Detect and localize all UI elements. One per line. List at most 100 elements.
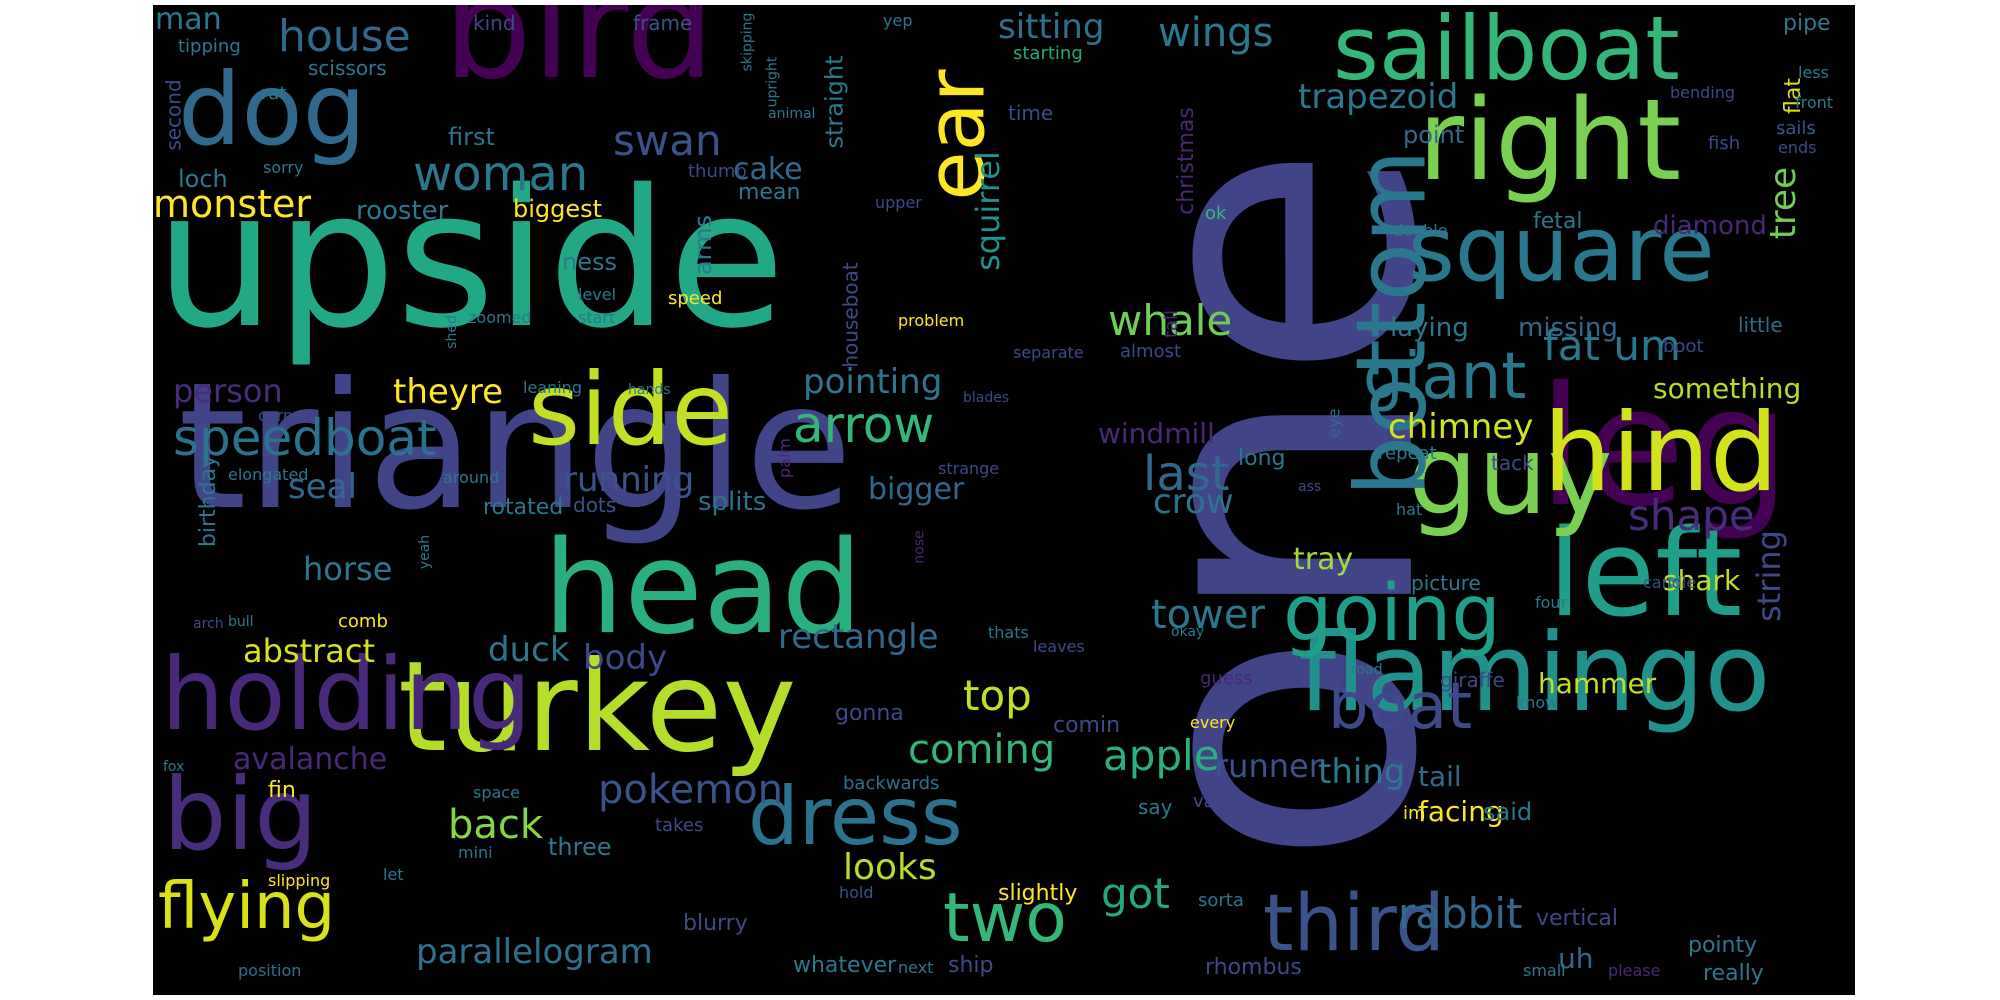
word: kind (473, 11, 516, 35)
word: palm (775, 438, 794, 478)
word: fin (268, 778, 296, 803)
word: boat (1328, 670, 1473, 744)
word: pipe (1783, 11, 1831, 36)
word: mean (738, 180, 801, 205)
word: four (1535, 593, 1568, 612)
word: monster (153, 182, 312, 226)
word: long (1238, 446, 1286, 471)
word-cloud: one upside triangle bird head turkey leg… (153, 5, 1855, 995)
word: wings (1158, 10, 1274, 56)
word: im (1403, 803, 1426, 824)
word: know (1516, 693, 1559, 712)
word: looks (843, 847, 937, 888)
word: triangle (178, 346, 853, 549)
word: vase (1193, 791, 1236, 812)
word: shed (443, 315, 460, 349)
word: rooster (356, 196, 449, 226)
word: vertical (1536, 906, 1619, 931)
word: last (1143, 446, 1230, 502)
word: duck (488, 630, 570, 670)
word: square (1408, 197, 1715, 302)
word: turkey (398, 635, 797, 780)
word: hammer (1538, 667, 1657, 700)
word: bending (1670, 83, 1736, 102)
word: candle (1643, 573, 1697, 592)
word: ass (1298, 479, 1322, 495)
word: dress (748, 770, 963, 863)
word: animal (768, 106, 816, 122)
word: fat um (1543, 321, 1681, 370)
word: flamingo (1298, 611, 1771, 736)
word: level (578, 285, 617, 304)
word: arrow (793, 396, 935, 454)
word: said (1483, 798, 1533, 826)
word: chimney (1388, 407, 1534, 447)
word: bigger (868, 472, 965, 507)
word: little (1738, 313, 1783, 337)
word: every (1190, 713, 1236, 732)
word: problem (898, 311, 965, 330)
word: really (1703, 961, 1764, 986)
word: left (1548, 505, 1743, 644)
word: giant (1363, 340, 1527, 414)
word: bull (228, 614, 254, 630)
word: apple (1103, 731, 1220, 780)
word: ends (1778, 138, 1817, 157)
word: big (163, 756, 318, 873)
word: pokemon (598, 767, 783, 813)
word: woman (413, 146, 589, 202)
word: seal (288, 467, 357, 507)
word: space (473, 783, 520, 802)
word: arch (193, 616, 224, 632)
word: uh (1558, 942, 1594, 975)
word: backwards (843, 773, 940, 794)
word: eye (1324, 408, 1344, 438)
word: upright (764, 56, 781, 108)
word: tipping (178, 36, 241, 57)
word: tall (1161, 309, 1183, 339)
word: blades (963, 390, 1010, 406)
word: whale (1108, 296, 1233, 345)
word: splits (698, 487, 767, 517)
word: arms (689, 214, 718, 276)
word: tower (1151, 592, 1265, 638)
word: hands (628, 382, 671, 398)
word: going (1283, 569, 1501, 659)
word: birthday (196, 454, 222, 548)
word: tail (1418, 760, 1462, 793)
word: takes (655, 815, 704, 836)
word: slightly (998, 881, 1078, 906)
word: third (1263, 879, 1445, 969)
word: please (1608, 961, 1661, 980)
word: windmill (1098, 417, 1215, 450)
word: two (943, 879, 1067, 958)
word: thing (1318, 752, 1406, 792)
word: guy (1408, 411, 1613, 539)
word: right (1418, 76, 1682, 206)
word: almost (1120, 341, 1182, 362)
word: sorta (1198, 890, 1244, 911)
word: ok (1205, 203, 1227, 224)
word: leg (1538, 351, 1791, 543)
word: crow (1153, 482, 1234, 522)
word: comb (338, 611, 388, 632)
word: shape (1628, 491, 1755, 540)
word: leaves (1033, 637, 1085, 656)
word: flying (158, 870, 336, 944)
word: sailboat (1333, 5, 1680, 100)
word: second (161, 79, 186, 151)
word: small (1523, 961, 1566, 980)
word: dots (573, 493, 617, 517)
word: sails (1776, 118, 1816, 139)
word: squirrel (968, 151, 1007, 271)
word: time (1008, 101, 1054, 125)
word: houseboat (838, 262, 863, 368)
word: gonna (835, 701, 904, 726)
word: hold (839, 883, 874, 902)
word: starting (1013, 43, 1083, 64)
word: picture (1411, 571, 1481, 595)
word: giraffe (1440, 668, 1505, 692)
word: first (448, 123, 495, 151)
word: sorry (263, 158, 304, 177)
word: speed (668, 288, 723, 309)
